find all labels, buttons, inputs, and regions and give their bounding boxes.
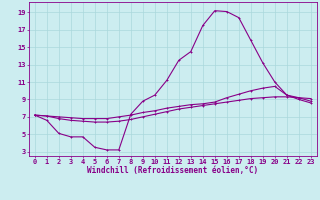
X-axis label: Windchill (Refroidissement éolien,°C): Windchill (Refroidissement éolien,°C) xyxy=(87,166,258,175)
